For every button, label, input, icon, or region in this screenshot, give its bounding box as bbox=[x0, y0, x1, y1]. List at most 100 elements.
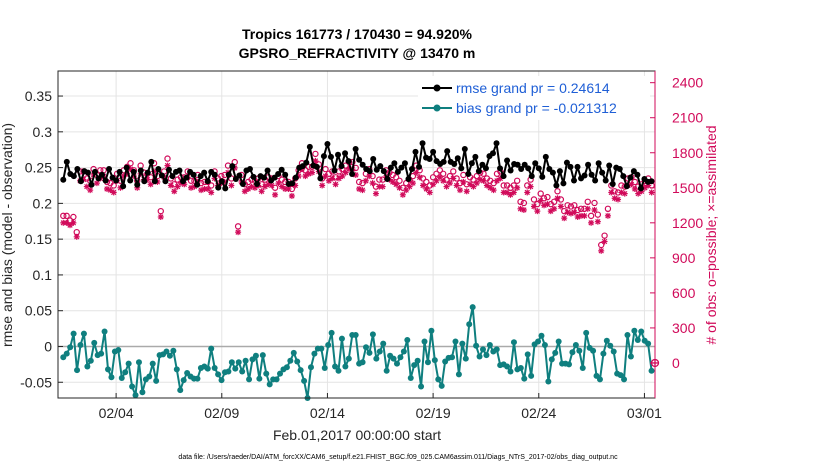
possible-obs-point bbox=[550, 198, 558, 205]
x-tick-label: 03/01 bbox=[627, 405, 662, 421]
possible-obs-point bbox=[500, 182, 507, 189]
assimilated-obs-point bbox=[648, 189, 655, 196]
assimilated-mark-stroke bbox=[517, 206, 524, 212]
bias-point bbox=[383, 367, 390, 374]
assimilated-mark-stroke bbox=[285, 186, 292, 192]
assimilated-mark-stroke bbox=[477, 176, 483, 183]
bias-point bbox=[115, 347, 122, 354]
rmse-point bbox=[345, 158, 352, 165]
rmse-point bbox=[380, 168, 387, 175]
assimilated-mark-stroke bbox=[554, 195, 561, 201]
data-file-footer: data file: /Users/raeder/DAI/ATM_forcXX/… bbox=[178, 454, 618, 461]
assimilated-mark-stroke bbox=[393, 181, 399, 187]
assimilated-mark-stroke bbox=[437, 174, 443, 180]
rmse-point bbox=[366, 168, 373, 175]
bias-point bbox=[414, 357, 421, 364]
rmse-point bbox=[222, 185, 229, 192]
rmse-point bbox=[106, 166, 113, 173]
assimilated-obs-point bbox=[446, 180, 453, 187]
rmse-point bbox=[560, 180, 567, 187]
bias-point bbox=[607, 342, 614, 349]
assimilated-obs-point bbox=[319, 182, 326, 189]
offaxis-marker bbox=[650, 358, 660, 368]
rmse-point bbox=[229, 163, 236, 170]
bias-point bbox=[603, 337, 610, 344]
rmse-point bbox=[549, 169, 556, 176]
assimilated-obs-point bbox=[379, 183, 386, 190]
bias-point bbox=[411, 362, 418, 369]
rmse-point bbox=[155, 166, 162, 173]
right-tick-label: 1200 bbox=[672, 215, 703, 231]
bias-point bbox=[232, 365, 239, 372]
chart-title: Tropics 161773 / 170430 = 94.920% GPSRO_… bbox=[239, 26, 476, 61]
assimilated-obs-point bbox=[527, 183, 534, 190]
assimilated-mark-stroke bbox=[648, 189, 655, 196]
assimilated-mark-stroke bbox=[111, 189, 117, 196]
possible-obs-point bbox=[534, 200, 541, 208]
bias-point bbox=[572, 342, 579, 349]
bias-point bbox=[473, 342, 480, 349]
assimilated-obs-point bbox=[460, 178, 467, 185]
possible-obs-point bbox=[312, 150, 319, 158]
assimilated-obs-point bbox=[278, 183, 285, 190]
assimilated-mark-stroke bbox=[369, 180, 376, 186]
assimilated-mark-stroke bbox=[87, 187, 93, 193]
right-tick-label: 1800 bbox=[672, 145, 703, 161]
bias-point bbox=[466, 321, 473, 328]
assimilated-mark-stroke bbox=[450, 175, 456, 182]
possible-obs-point bbox=[564, 202, 571, 209]
right-tick-label: 900 bbox=[672, 250, 696, 266]
rmse-point bbox=[84, 169, 91, 176]
assimilated-mark-stroke bbox=[413, 169, 419, 176]
assimilated-obs-point bbox=[389, 178, 396, 185]
assimilated-obs-point bbox=[359, 187, 366, 194]
rmse-point bbox=[282, 171, 289, 178]
possible-obs-point bbox=[601, 232, 608, 239]
rmse-point bbox=[412, 148, 419, 155]
rmse-point bbox=[637, 185, 644, 192]
assimilated-obs-point bbox=[561, 215, 568, 222]
rmse-point bbox=[542, 153, 549, 160]
rmse-point bbox=[426, 156, 433, 163]
assimilated-obs-point bbox=[413, 169, 420, 176]
assimilated-mark-stroke bbox=[353, 172, 359, 178]
possible-obs-point bbox=[571, 202, 578, 209]
assimilated-obs-point bbox=[584, 205, 591, 212]
bias-point bbox=[149, 360, 156, 367]
bias-point bbox=[521, 375, 528, 382]
bias-point bbox=[297, 367, 304, 374]
assimilated-obs-point bbox=[487, 184, 494, 191]
bias-point bbox=[369, 331, 376, 338]
assimilated-obs-point bbox=[396, 184, 403, 191]
bias-point bbox=[101, 328, 108, 335]
rmse-point bbox=[289, 180, 296, 187]
bias-point bbox=[252, 352, 259, 359]
assimilated-obs-point bbox=[534, 208, 541, 215]
rmse-point bbox=[292, 174, 299, 181]
bias-point bbox=[211, 364, 218, 371]
assimilated-obs-point bbox=[332, 181, 339, 188]
assimilated-mark-stroke bbox=[615, 196, 621, 203]
bias-series bbox=[60, 304, 655, 401]
rmse-point bbox=[570, 177, 577, 184]
assimilated-obs-point bbox=[275, 180, 282, 187]
rmse-point bbox=[377, 163, 384, 170]
assimilated-mark-stroke bbox=[228, 182, 235, 189]
bias-point bbox=[600, 350, 607, 357]
x-tick-label: 02/24 bbox=[521, 405, 556, 421]
y-axis-label-right: # of obs: o=possible; ×=assimilated bbox=[703, 125, 719, 344]
rmse-point bbox=[556, 168, 563, 175]
bias-point bbox=[504, 363, 511, 370]
rmse-point bbox=[352, 145, 359, 152]
assimilated-obs-point bbox=[453, 182, 460, 189]
bias-point bbox=[418, 383, 425, 390]
possible-obs-point bbox=[530, 196, 538, 203]
legend-box bbox=[418, 76, 650, 120]
rmse-point bbox=[518, 166, 525, 173]
possible-obs-point bbox=[470, 176, 477, 183]
bias-point bbox=[84, 363, 91, 370]
assimilated-obs-point bbox=[483, 182, 490, 189]
assimilated-obs-point bbox=[557, 203, 564, 210]
bias-point bbox=[431, 357, 438, 364]
bias-point bbox=[218, 377, 225, 384]
